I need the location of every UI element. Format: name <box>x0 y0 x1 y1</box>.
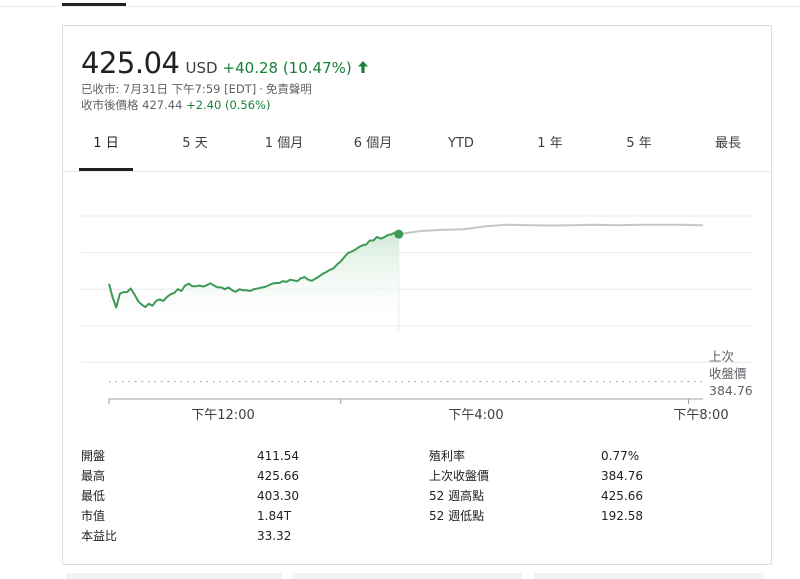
stat-value: 425.66 <box>257 469 299 483</box>
stat-value: 192.58 <box>601 509 643 523</box>
currency: USD <box>185 59 218 77</box>
stat-value: 403.30 <box>257 489 299 503</box>
tab-1-year[interactable]: 1 年 <box>537 136 563 151</box>
stat-value: 0.77% <box>601 449 640 463</box>
last-price-dot[interactable] <box>394 229 404 239</box>
price-row: 425.04 USD +40.28 (10.47%) <box>81 46 369 80</box>
stat-row: 最高 425.66 <box>81 466 381 486</box>
tab-1-month[interactable]: 1 個月 <box>264 136 304 151</box>
tab-1-day[interactable]: 1 日 <box>93 136 119 151</box>
stat-value: 1.84T <box>257 509 292 523</box>
stock-quote-card: 425.04 USD +40.28 (10.47%) 已收市: 7月31日 下午… <box>62 25 772 565</box>
stat-row: 本益比 33.32 <box>81 526 381 546</box>
stat-value: 33.32 <box>257 529 292 543</box>
after-hours-price: 427.44 <box>142 98 183 112</box>
after-hours-line: 收市後價格 427.44 +2.40 (0.56%) <box>81 97 270 113</box>
active-tab-underline <box>79 168 133 171</box>
x-tick-label: 下午12:00 <box>191 408 254 423</box>
stat-label: 開盤 <box>81 449 106 463</box>
next-card-edge <box>66 573 282 579</box>
stat-row: 52 週高點 425.66 <box>429 486 749 506</box>
stat-row: 上次收盤價 384.76 <box>429 466 749 486</box>
stat-value: 384.76 <box>601 469 643 483</box>
regular-session-line <box>108 231 400 309</box>
price-change: +40.28 (10.47%) <box>222 59 352 77</box>
top-divider <box>0 6 800 7</box>
top-tab-indicator <box>62 3 126 6</box>
after-hours-label: 收市後價格 <box>81 98 139 112</box>
tabs-divider <box>63 171 771 172</box>
x-tick-label: 下午8:00 <box>673 408 728 423</box>
stat-label: 市值 <box>81 509 106 523</box>
previous-close-value: 384.76 <box>709 383 753 398</box>
arrow-up-icon <box>357 61 368 73</box>
closed-time: 已收市: 7月31日 下午7:59 [EDT] <box>81 82 257 96</box>
previous-close-label: 收盤價 <box>709 366 747 381</box>
tab-max[interactable]: 最長 <box>714 136 742 151</box>
separator-dot: · <box>259 82 263 96</box>
range-tabs: 1 日 5 天 1 個月 6 個月 YTD 1 年 5 年 最長 <box>63 129 773 171</box>
stat-row: 最低 403.30 <box>81 486 381 506</box>
previous-close-label: 上次 <box>709 349 734 364</box>
market-status-line: 已收市: 7月31日 下午7:59 [EDT] · 免責聲明 <box>81 81 312 97</box>
tab-6-months[interactable]: 6 個月 <box>353 136 393 151</box>
stat-row: 殖利率 0.77% <box>429 446 749 466</box>
stat-label: 本益比 <box>81 529 118 543</box>
stat-label: 最高 <box>81 469 106 483</box>
x-axis-ticks <box>108 399 690 404</box>
stat-label: 最低 <box>81 489 106 503</box>
stat-value: 411.54 <box>257 449 299 463</box>
current-price: 425.04 <box>81 46 180 80</box>
x-tick-label: 下午4:00 <box>448 408 503 423</box>
next-card-edge <box>534 573 764 579</box>
chart-gridlines <box>81 215 753 363</box>
stat-row: 開盤 411.54 <box>81 446 381 466</box>
stat-label: 殖利率 <box>429 449 466 463</box>
stat-label: 52 週高點 <box>429 489 485 503</box>
next-card-edge <box>292 573 522 579</box>
tab-5-years[interactable]: 5 年 <box>626 136 652 151</box>
regular-session-area <box>109 232 399 332</box>
disclaimer-link[interactable]: 免責聲明 <box>265 82 312 96</box>
after-hours-change: +2.40 (0.56%) <box>186 98 271 112</box>
tab-5-days[interactable]: 5 天 <box>182 136 208 151</box>
stat-label: 上次收盤價 <box>429 469 490 483</box>
stat-label: 52 週低點 <box>429 509 485 523</box>
stat-value: 425.66 <box>601 489 643 503</box>
stat-row: 52 週低點 192.58 <box>429 506 749 526</box>
tab-ytd[interactable]: YTD <box>448 136 474 151</box>
after-hours-line <box>398 223 704 236</box>
stat-row: 市值 1.84T <box>81 506 381 526</box>
